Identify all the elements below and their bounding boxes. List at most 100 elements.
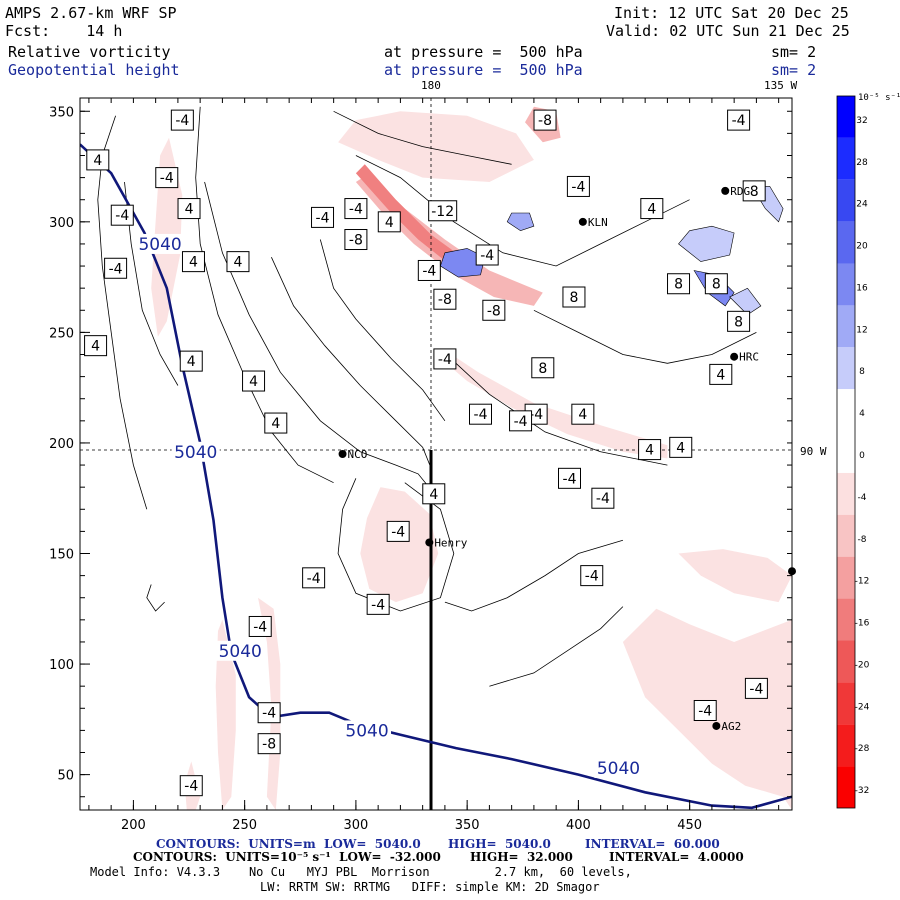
vorticity-contour-11 — [355, 155, 690, 267]
height-label-1: 5040 — [174, 443, 217, 463]
vorticity-label-box-41 — [591, 487, 615, 509]
positive-vorticity-2 — [678, 225, 735, 262]
vorticity-label-box-28 — [742, 180, 766, 202]
colorbar-label-7: 4 — [859, 409, 865, 419]
colorbar-label-14: -24 — [855, 702, 870, 712]
vorticity-label-10: 4 — [249, 374, 258, 390]
vorticity-label-18: -4 — [480, 248, 494, 264]
vorticity-label-box-29 — [562, 286, 586, 308]
vorticity-shading-1 — [215, 619, 236, 810]
vorticity-label-box-23 — [640, 198, 664, 220]
colorbar-frame — [836, 95, 856, 809]
top-label-135w: 135 W — [764, 79, 798, 92]
vorticity-label-28: 8 — [750, 184, 759, 200]
vorticity-label-33: 4 — [578, 407, 587, 423]
vorticity-label-box-18 — [475, 244, 499, 266]
colorbar-label-16: -32 — [855, 786, 870, 796]
vorticity-label-17: -4 — [422, 263, 436, 279]
colorbar-label-1: 28 — [856, 158, 868, 168]
vorticity-label-29: 8 — [569, 290, 578, 306]
x-tick-label-5: 450 — [677, 818, 702, 833]
vorticity-label-27: -4 — [732, 113, 746, 129]
vorticity-label-2: -4 — [160, 171, 174, 187]
vorticity-label-20: -8 — [487, 303, 501, 319]
vorticity-contour-8 — [146, 584, 165, 612]
vorticity-label-35: -4 — [474, 407, 488, 423]
vorticity-label-box-31 — [531, 357, 555, 379]
vorticity-label-box-40 — [422, 483, 446, 505]
vorticity-label-1: 4 — [93, 153, 102, 169]
vorticity-label-box-6 — [181, 251, 205, 273]
vorticity-label-0: -4 — [175, 113, 189, 129]
vorticity-label-box-38 — [669, 436, 693, 458]
vorticity-label-50: -8 — [262, 737, 276, 753]
station-dot-kln — [578, 217, 587, 226]
colorbar-label-5: 12 — [856, 325, 867, 335]
footer-height-contours: CONTOURS: UNITS=m LOW= 5040.0 — [156, 837, 421, 851]
y-tick-label-1: 100 — [49, 658, 74, 673]
colorbar-label-9: -4 — [858, 493, 867, 503]
vorticity-label-36: -4 — [514, 414, 528, 430]
vorticity-label-32: 4 — [716, 367, 725, 383]
height-label-4: 5040 — [597, 759, 640, 779]
vorticity-label-31: 8 — [538, 361, 547, 377]
vorticity-label-23: 4 — [647, 202, 656, 218]
vorticity-contour-13 — [333, 110, 512, 165]
init-time: Init: 12 UTC Sat 20 Dec 25 — [614, 4, 849, 22]
station-label-henry: Henry — [434, 536, 467, 549]
footer-model-info: Model Info: V4.3.3 No Cu MYJ PBL Morriso… — [90, 865, 632, 879]
station-dot-nco — [338, 450, 347, 458]
right-label-90w: 90 W — [800, 445, 827, 458]
colorbar-swatch-16 — [837, 766, 855, 808]
vorticity-label-44: -4 — [307, 571, 321, 587]
vorticity-label-49: -4 — [262, 706, 276, 722]
colorbar-label-6: 8 — [859, 367, 865, 377]
colorbar-swatch-3 — [837, 221, 855, 264]
footer-vort-contours: CONTOURS: UNITS=10⁻⁵ s⁻¹ LOW= -32.000 — [133, 850, 441, 864]
colorbar-units: 10⁻⁵ s⁻¹ — [858, 93, 900, 103]
vorticity-shading-5 — [355, 164, 481, 275]
vorticity-label-box-8 — [84, 335, 108, 357]
vorticity-label-box-30 — [433, 348, 457, 370]
vorticity-label-box-39 — [558, 467, 581, 489]
vorticity-shading-6 — [338, 111, 534, 182]
station-label-nco: NCO — [348, 448, 368, 461]
vorticity-label-box-16 — [377, 211, 401, 233]
footer-height-interval: INTERVAL= 60.000 — [585, 837, 720, 851]
forecast-hour: Fcst: 14 h — [5, 22, 123, 40]
vorticity-shading-2 — [360, 487, 439, 603]
vorticity-shading-3 — [436, 350, 668, 459]
x-tick-label-0: 200 — [121, 818, 146, 833]
vorticity-label-11: 4 — [271, 416, 280, 432]
y-tick-label-6: 350 — [49, 105, 74, 120]
vorticity-contour-3 — [204, 181, 437, 497]
station-label-kln: KLN — [588, 216, 608, 229]
footer-vort-interval: INTERVAL= 4.0000 — [609, 850, 744, 864]
y-tick-label-5: 300 — [49, 216, 74, 231]
vorticity-label-40: 4 — [429, 487, 438, 503]
vorticity-label-box-44 — [302, 567, 326, 589]
vorticity-label-box-5 — [104, 257, 128, 279]
plot-frame — [79, 97, 793, 811]
vorticity-label-box-47 — [744, 677, 768, 699]
colorbar-swatch-4 — [837, 263, 855, 306]
vorticity-contour-12 — [533, 309, 757, 364]
vorticity-label-box-26 — [727, 310, 751, 332]
vorticity-contour-7 — [337, 478, 455, 612]
vorticity-label-5: -4 — [109, 261, 123, 277]
field1-smooth: sm= 2 — [771, 43, 817, 61]
station-dot-henry — [425, 538, 434, 547]
vorticity-label-box-36 — [509, 410, 533, 432]
colorbar-swatch-7 — [837, 389, 855, 432]
vorticity-label-box-33 — [571, 403, 595, 425]
vorticity-label-box-25 — [704, 273, 728, 295]
field2-smooth: sm= 2 — [771, 61, 817, 79]
station-label-rdg: RDG — [730, 185, 750, 198]
colorbar-label-15: -28 — [855, 744, 870, 754]
colorbar-label-2: 24 — [856, 200, 868, 210]
vorticity-label-box-12 — [311, 206, 335, 228]
vorticity-contour-6 — [455, 363, 668, 466]
height-label-bg-2 — [216, 640, 265, 661]
height-label-bg-1 — [171, 441, 220, 462]
vorticity-label-box-49 — [257, 702, 281, 724]
